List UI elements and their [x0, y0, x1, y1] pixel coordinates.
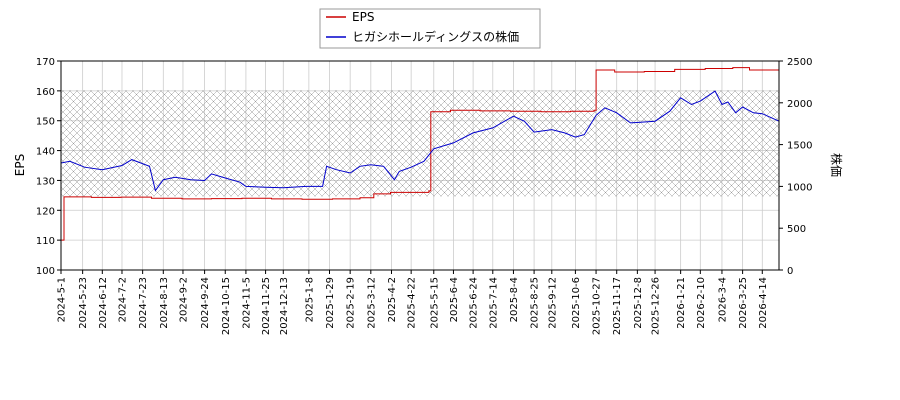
x-tick-label: 2026-4-14 — [758, 277, 769, 329]
x-tick-label: 2025-4-22 — [407, 277, 418, 329]
x-tick-label: 2025-8-25 — [530, 277, 541, 329]
x-tick-label: 2026-2-10 — [696, 277, 707, 329]
x-tick-label: 2024-10-15 — [221, 277, 232, 335]
legend: EPS ヒガシホールディングスの株価 — [319, 8, 541, 49]
y-tick-label-left: 110 — [36, 236, 55, 247]
x-tick-label: 2025-11-17 — [612, 277, 623, 335]
x-tick-label: 2025-3-12 — [366, 277, 377, 329]
y-axis-label-left: EPS — [13, 154, 27, 176]
plot-frame — [60, 60, 780, 271]
x-tick-label: 2025-1-29 — [325, 277, 336, 329]
x-tick-label: 2024-11-25 — [261, 277, 272, 335]
x-tick-label: 2024-8-13 — [159, 277, 170, 329]
x-tick-label: 2025-6-4 — [449, 277, 460, 322]
x-tick-label: 2025-9-12 — [547, 277, 558, 329]
x-tick-label: 2025-12-8 — [633, 277, 644, 329]
legend-label-eps: EPS — [352, 10, 374, 24]
x-tick-label: 2025-10-27 — [592, 277, 603, 335]
x-tick-label: 2024-6-12 — [98, 277, 109, 329]
x-tick-label: 2025-4-2 — [387, 277, 398, 322]
legend-label-stock-price: ヒガシホールディングスの株価 — [352, 29, 519, 44]
x-tick-label: 2025-8-4 — [509, 277, 520, 322]
y-tick-label-left: 120 — [36, 206, 55, 217]
legend-box — [319, 8, 541, 49]
x-tick-label: 2025-10-6 — [571, 277, 582, 329]
x-tick-label: 2025-12-26 — [651, 277, 662, 335]
y-tick-label-right: 500 — [787, 224, 806, 235]
y-axis-label-right: 株価 — [829, 153, 844, 177]
x-tick-label: 2026-3-25 — [738, 277, 749, 329]
x-tick-label: 2024-9-2 — [178, 277, 189, 322]
y-tick-label-left: 170 — [36, 57, 55, 68]
y-tick-label-left: 160 — [36, 87, 55, 98]
y-tick-label-right: 1000 — [787, 182, 812, 193]
x-tick-label: 2024-5-1 — [57, 277, 68, 322]
x-tick-label: 2024-9-24 — [200, 277, 211, 329]
x-tick-label: 2026-3-4 — [717, 277, 728, 322]
y-tick-label-left: 130 — [36, 176, 55, 187]
x-tick-label: 2024-7-23 — [138, 277, 149, 329]
y-tick-label-left: 100 — [36, 266, 55, 277]
series-line-stock-price — [61, 90, 779, 192]
x-tick-label: 2025-7-14 — [488, 277, 499, 329]
x-tick-label: 2024-5-23 — [78, 277, 89, 329]
x-tick-label: 2026-1-21 — [676, 277, 687, 329]
x-tick-label: 2024-11-5 — [241, 277, 252, 329]
x-tick-label: 2025-5-15 — [429, 277, 440, 329]
y-tick-label-right: 0 — [787, 266, 793, 277]
series-line-eps — [61, 67, 779, 241]
y-tick-label-left: 150 — [36, 117, 55, 128]
y-tick-label-left: 140 — [36, 147, 55, 158]
y-tick-label-right: 1500 — [787, 141, 812, 152]
x-tick-label: 2025-1-8 — [304, 277, 315, 322]
y-tick-label-right: 2000 — [787, 99, 812, 110]
y-tick-label-right: 2500 — [787, 57, 812, 68]
x-tick-label: 2025-2-19 — [346, 277, 357, 329]
x-tick-label: 2025-6-24 — [469, 277, 480, 329]
price-range-band — [61, 90, 779, 197]
x-tick-label: 2024-7-2 — [117, 277, 128, 322]
x-tick-label: 2024-12-13 — [279, 277, 290, 335]
